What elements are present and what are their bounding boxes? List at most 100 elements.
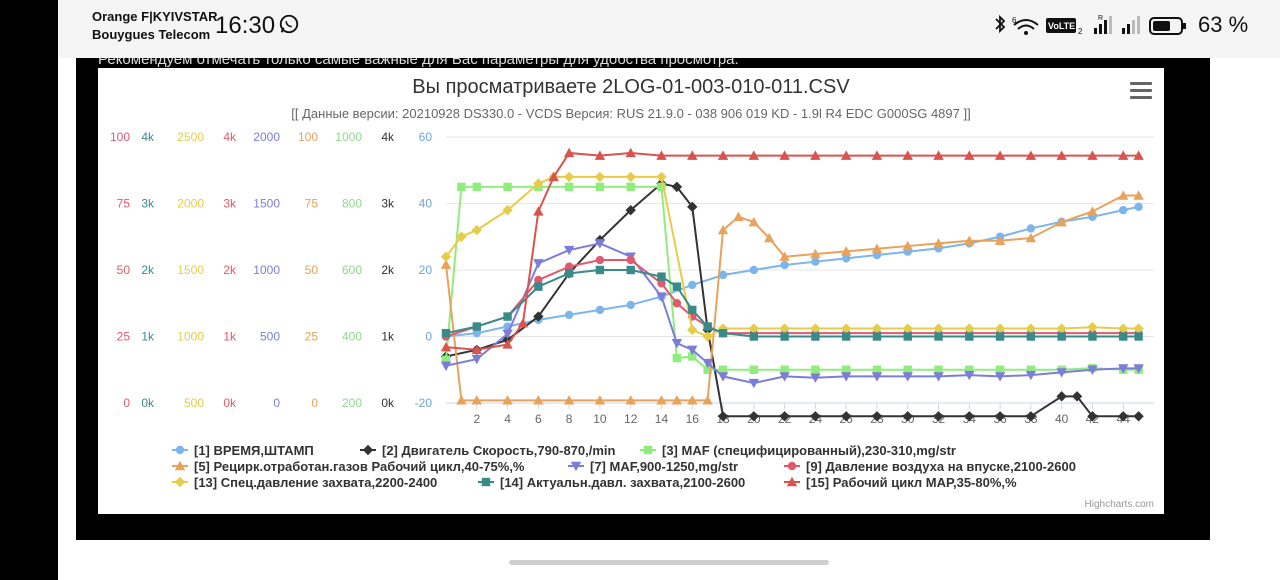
series-point [671, 395, 683, 405]
series-point [1118, 190, 1129, 200]
legend-item[interactable]: [3] MAF (специфицированный),230-310,mg/s… [662, 443, 956, 458]
y-axis-tick-label: 50 [117, 263, 131, 277]
series-line [445, 205, 1139, 338]
series-point [733, 211, 744, 221]
series-point [871, 150, 883, 160]
series-point [871, 243, 883, 253]
series-point [964, 411, 975, 422]
series-point [1118, 411, 1129, 422]
series-point [1119, 205, 1128, 215]
chart-container: Вы просматриваете 2LOG-01-003-010-011.CS… [98, 68, 1164, 514]
series-point [570, 461, 582, 472]
series-point [779, 323, 790, 334]
series-point [749, 365, 759, 374]
series-point [779, 150, 790, 160]
series-point [1133, 323, 1144, 334]
status-icons: 6 VoLTE 2 R [995, 14, 1186, 36]
series-point [481, 477, 491, 487]
series-point [1118, 150, 1129, 160]
series-point [903, 332, 912, 341]
status-bar: Orange F|KYIVSTAR Bouygues Telecom 16:30… [58, 0, 1280, 58]
series-point [502, 329, 513, 340]
legend-item[interactable]: [15] Рабочий цикл MAP,35-80%,% [806, 475, 1017, 490]
series-point [656, 150, 667, 160]
series-point [563, 245, 575, 256]
y-axis-tick-label: 0 [123, 396, 130, 410]
legend-item[interactable]: [5] Рецирк.отработан.газов Рабочий цикл,… [194, 459, 525, 474]
series-point [933, 411, 944, 422]
series-point [903, 365, 912, 374]
series-point [872, 332, 882, 341]
series-point [457, 182, 466, 192]
series-point [656, 171, 667, 183]
legend-item[interactable]: [2] Двигатель Скорость,790-870,/min [382, 443, 616, 458]
series-point [502, 339, 513, 349]
series-point [933, 238, 944, 248]
series-point [563, 147, 575, 158]
series-point [1056, 150, 1067, 160]
series-point [994, 150, 1006, 160]
series-line [445, 182, 1139, 418]
series-point [1134, 202, 1143, 212]
series-point [810, 411, 821, 422]
series-point [811, 365, 820, 374]
series-point [534, 282, 543, 291]
series-point [626, 300, 635, 310]
legend-item[interactable]: [9] Давление воздуха на впуске,2100-2600 [806, 459, 1076, 474]
series-point [440, 259, 452, 269]
highcharts-credit[interactable]: Highcharts.com [1084, 499, 1154, 510]
y-axis-tick-label: 600 [342, 263, 362, 277]
signal-r-icon: R [1094, 15, 1112, 34]
series-point [595, 255, 605, 265]
series-point [841, 365, 851, 374]
y-axis-tick-label: 100 [298, 130, 318, 144]
series-point [657, 279, 666, 288]
series-point [362, 444, 374, 456]
series-point [657, 272, 666, 281]
series-line [445, 269, 1139, 338]
x-axis-tick-label: 6 [535, 412, 542, 426]
series-point [533, 395, 544, 405]
legend-item[interactable]: [1] ВРЕМЯ,ШТАМП [194, 443, 314, 458]
legend-item[interactable]: [13] Спец.давление захвата,2200-2400 [194, 475, 437, 490]
series-point [1025, 411, 1037, 422]
series-point [841, 332, 851, 341]
series-point [702, 395, 713, 405]
y-axis-tick-label: 800 [342, 197, 362, 211]
y-axis-tick-label: 2000 [177, 197, 204, 211]
y-axis-tick-label: 500 [260, 330, 280, 344]
series-point [749, 265, 759, 275]
legend-item[interactable]: [7] MAF,900-1250,mg/str [590, 459, 738, 474]
series-point [1025, 370, 1037, 381]
series-point [656, 292, 667, 302]
chart-subtitle: [[ Данные версии: 20210928 DS330.0 - VCD… [291, 106, 971, 121]
series-point [748, 323, 760, 334]
series-point [643, 445, 653, 455]
series-point [787, 461, 797, 471]
series-point [811, 332, 820, 341]
series-point [671, 338, 683, 349]
y-axis-tick-label: -20 [415, 396, 433, 410]
series-point [175, 445, 185, 455]
chart-plot: 10075502504k3k2k1k0k25002000150010005004… [110, 130, 1154, 490]
y-axis-tick-label: 1500 [253, 197, 280, 211]
series-line [445, 259, 1139, 338]
series-point [672, 282, 682, 291]
series-point [933, 150, 944, 160]
y-axis-tick-label: 2k [381, 263, 395, 277]
hamburger-menu-icon[interactable] [1130, 82, 1152, 102]
series-point [717, 150, 729, 160]
home-indicator[interactable] [509, 560, 829, 565]
legend-item[interactable]: [14] Актуальн.давл. захвата,2100-2600 [500, 475, 745, 490]
y-axis-tick-label: 1000 [253, 263, 280, 277]
series-point [456, 395, 467, 405]
series-point [503, 312, 512, 321]
series-point [1133, 364, 1144, 374]
series-point [1118, 364, 1129, 374]
series-point [472, 328, 481, 338]
series-point [625, 171, 636, 183]
y-axis-tick-label: 0 [273, 396, 280, 410]
series-point [1087, 321, 1098, 333]
signal-icon [1122, 16, 1140, 34]
y-axis-tick-label: 4k [141, 130, 155, 144]
